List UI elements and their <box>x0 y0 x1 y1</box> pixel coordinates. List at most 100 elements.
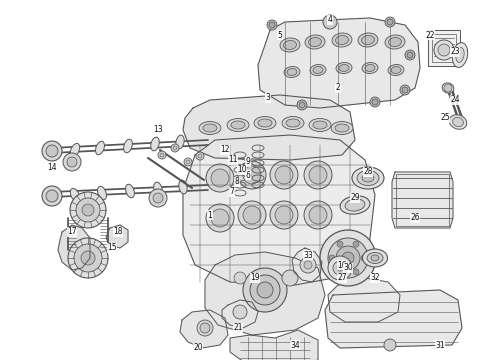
Circle shape <box>173 146 177 150</box>
Circle shape <box>211 209 229 227</box>
Circle shape <box>320 230 376 286</box>
Circle shape <box>309 166 327 184</box>
Ellipse shape <box>179 180 187 194</box>
Ellipse shape <box>287 68 297 76</box>
Circle shape <box>198 154 202 158</box>
Circle shape <box>270 161 298 189</box>
Text: 29: 29 <box>350 194 360 202</box>
Polygon shape <box>328 278 400 322</box>
Ellipse shape <box>258 119 272 127</box>
Text: 11: 11 <box>228 156 238 165</box>
Text: 4: 4 <box>327 15 332 24</box>
Text: 31: 31 <box>435 341 445 350</box>
Circle shape <box>282 270 298 286</box>
Text: 20: 20 <box>193 343 203 352</box>
Circle shape <box>329 255 335 261</box>
Circle shape <box>275 166 293 184</box>
Circle shape <box>328 256 352 280</box>
Text: 5: 5 <box>277 31 282 40</box>
Ellipse shape <box>371 255 379 261</box>
Ellipse shape <box>391 67 401 73</box>
Circle shape <box>405 50 415 60</box>
Circle shape <box>200 323 210 333</box>
Circle shape <box>370 97 380 107</box>
Circle shape <box>444 84 452 92</box>
Ellipse shape <box>199 122 221 135</box>
Circle shape <box>158 151 166 159</box>
Circle shape <box>337 269 343 275</box>
Circle shape <box>407 52 413 58</box>
Circle shape <box>299 102 305 108</box>
Ellipse shape <box>332 33 352 47</box>
Ellipse shape <box>309 37 321 46</box>
Ellipse shape <box>352 167 384 189</box>
Bar <box>428 30 460 66</box>
Ellipse shape <box>336 36 348 45</box>
Circle shape <box>353 269 359 275</box>
Circle shape <box>267 20 277 30</box>
Circle shape <box>171 144 179 152</box>
Text: 26: 26 <box>410 213 420 222</box>
Circle shape <box>160 153 164 157</box>
Circle shape <box>206 204 234 232</box>
Circle shape <box>337 241 343 247</box>
Circle shape <box>67 157 77 167</box>
Text: 16: 16 <box>337 261 347 270</box>
Ellipse shape <box>365 64 375 72</box>
Circle shape <box>337 265 343 271</box>
Text: 15: 15 <box>107 243 117 252</box>
Circle shape <box>270 201 298 229</box>
Ellipse shape <box>98 186 106 200</box>
Bar <box>396 174 449 226</box>
Text: 23: 23 <box>450 48 460 57</box>
Polygon shape <box>180 310 228 348</box>
Circle shape <box>68 238 108 278</box>
Circle shape <box>300 257 316 273</box>
Ellipse shape <box>203 124 217 132</box>
Circle shape <box>46 190 58 202</box>
Circle shape <box>361 255 367 261</box>
Ellipse shape <box>282 117 304 130</box>
Ellipse shape <box>227 118 249 131</box>
Circle shape <box>42 186 62 206</box>
Circle shape <box>206 164 234 192</box>
Circle shape <box>211 169 229 187</box>
Ellipse shape <box>280 38 300 52</box>
Text: 2: 2 <box>336 84 341 93</box>
Circle shape <box>434 40 454 60</box>
Circle shape <box>372 99 378 105</box>
Text: 24: 24 <box>450 95 460 104</box>
Text: 19: 19 <box>250 274 260 283</box>
Circle shape <box>149 189 167 207</box>
Circle shape <box>153 193 163 203</box>
Ellipse shape <box>456 48 464 62</box>
Ellipse shape <box>284 40 296 50</box>
Circle shape <box>304 261 312 269</box>
Circle shape <box>353 241 359 247</box>
Circle shape <box>438 44 450 56</box>
Text: 34: 34 <box>290 341 300 350</box>
Polygon shape <box>183 95 355 160</box>
Ellipse shape <box>362 174 374 182</box>
Ellipse shape <box>331 122 353 135</box>
Text: 13: 13 <box>153 126 163 135</box>
Circle shape <box>74 244 102 272</box>
Circle shape <box>309 206 327 224</box>
Circle shape <box>46 145 58 157</box>
Ellipse shape <box>71 188 80 202</box>
Ellipse shape <box>362 63 378 73</box>
Circle shape <box>250 275 280 305</box>
Ellipse shape <box>362 36 374 45</box>
Ellipse shape <box>357 171 379 185</box>
Ellipse shape <box>389 37 401 46</box>
Ellipse shape <box>286 119 300 127</box>
Ellipse shape <box>363 249 388 267</box>
Text: 1: 1 <box>208 211 212 220</box>
Circle shape <box>402 87 408 93</box>
Text: 12: 12 <box>220 145 230 154</box>
Text: 22: 22 <box>425 31 435 40</box>
Ellipse shape <box>335 124 349 132</box>
Ellipse shape <box>453 117 464 127</box>
Circle shape <box>76 198 100 222</box>
Circle shape <box>243 166 261 184</box>
